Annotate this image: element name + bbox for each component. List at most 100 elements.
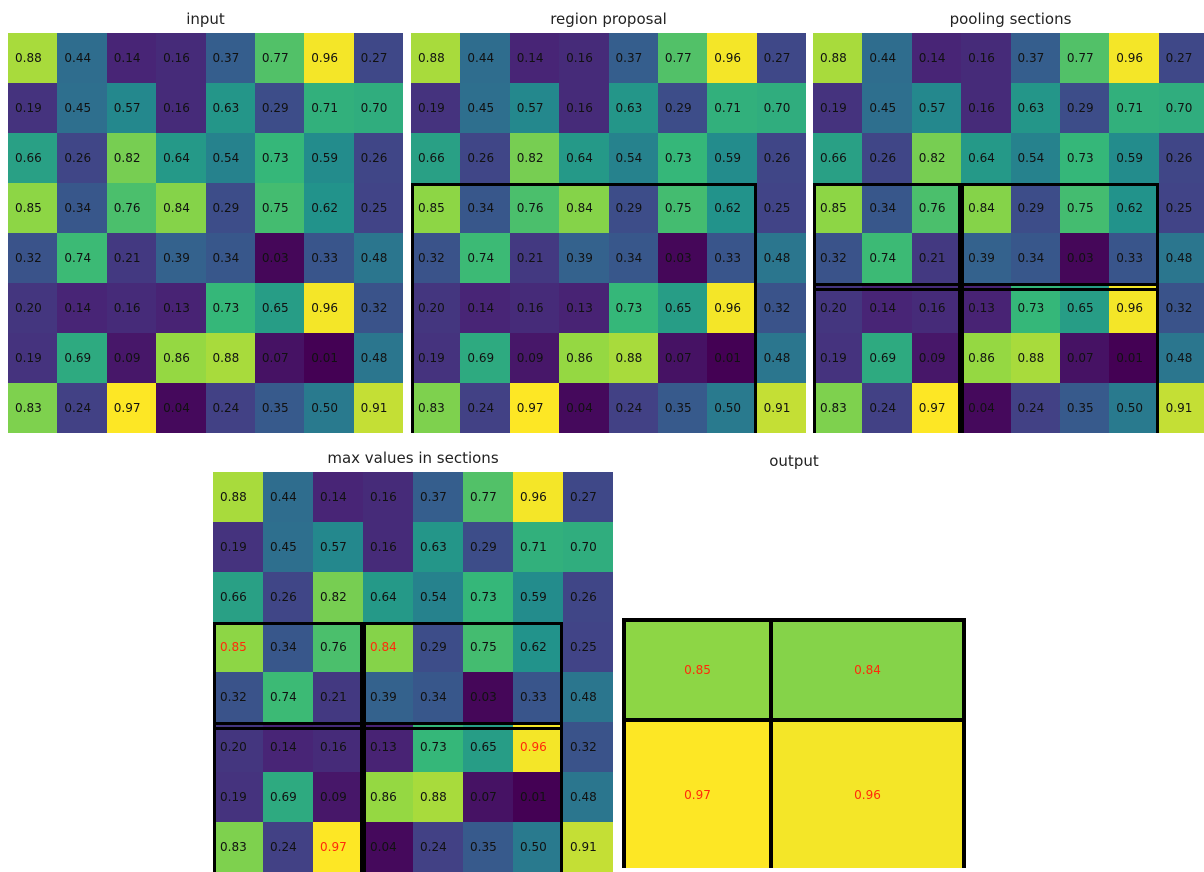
matrix-cell: 0.19 — [411, 333, 461, 383]
matrix-cell: 0.32 — [353, 283, 403, 333]
matrix-cell: 0.14 — [313, 472, 363, 522]
matrix-cell: 0.86 — [559, 333, 610, 383]
matrix-cell: 0.45 — [460, 83, 511, 133]
matrix-cell: 0.16 — [363, 522, 413, 572]
matrix-cell: 0.63 — [1010, 83, 1061, 133]
output-cell: 0.96 — [773, 722, 962, 868]
matrix-cell: 0.50 — [707, 383, 758, 433]
matrix-cell: 0.04 — [363, 822, 413, 872]
matrix-cell: 0.01 — [304, 333, 355, 383]
matrix-cell: 0.29 — [1010, 183, 1061, 233]
matrix-cell: 0.19 — [411, 83, 461, 133]
matrix-cell: 0.86 — [961, 333, 1012, 383]
matrix-cell: 0.26 — [263, 572, 313, 622]
matrix-cell: 0.07 — [657, 333, 708, 383]
matrix-cell: 0.24 — [57, 383, 108, 433]
matrix-cell: 0.97 — [106, 383, 157, 433]
matrix-cell: 0.26 — [57, 133, 108, 183]
matrix-cell: 0.77 — [254, 33, 305, 83]
matrix-cell: 0.62 — [513, 622, 563, 672]
matrix-cell: 0.19 — [8, 333, 58, 383]
matrix-cell: 0.73 — [1010, 283, 1061, 333]
matrix-cell: 0.39 — [961, 233, 1012, 283]
matrix-cell: 0.85 — [213, 622, 263, 672]
matrix-cell: 0.76 — [509, 183, 560, 233]
matrix-cell: 0.21 — [911, 233, 962, 283]
matrix-cell: 0.57 — [106, 83, 157, 133]
matrix-cell: 0.54 — [413, 572, 463, 622]
matrix-cell: 0.48 — [756, 333, 806, 383]
matrix-cell: 0.74 — [57, 233, 108, 283]
matrix-cell: 0.16 — [559, 83, 610, 133]
matrix-cell: 0.84 — [559, 183, 610, 233]
matrix-cell: 0.29 — [205, 183, 256, 233]
matrix-cell: 0.73 — [657, 133, 708, 183]
matrix-cell: 0.34 — [1010, 233, 1061, 283]
matrix-cell: 0.24 — [1010, 383, 1061, 433]
matrix-cell: 0.27 — [1158, 33, 1204, 83]
matrix-cell: 0.14 — [263, 722, 313, 772]
matrix-cell: 0.09 — [911, 333, 962, 383]
matrix-cell: 0.75 — [254, 183, 305, 233]
matrix-cell: 0.96 — [304, 33, 355, 83]
matrix-cell: 0.33 — [304, 233, 355, 283]
matrix-cell: 0.96 — [513, 472, 563, 522]
matrix-cell: 0.88 — [1010, 333, 1061, 383]
matrix-cell: 0.39 — [156, 233, 207, 283]
matrix-cell: 0.62 — [304, 183, 355, 233]
matrix-cell: 0.69 — [862, 333, 913, 383]
matrix-cell: 0.48 — [1158, 333, 1204, 383]
output-cell: 0.85 — [626, 622, 769, 718]
matrix-cell: 0.44 — [263, 472, 313, 522]
matrix-cell: 0.91 — [353, 383, 403, 433]
matrix-cell: 0.69 — [263, 772, 313, 822]
matrix-cell: 0.04 — [156, 383, 207, 433]
matrix-cell: 0.45 — [57, 83, 108, 133]
matrix-cell: 0.88 — [413, 772, 463, 822]
matrix-cell: 0.85 — [813, 183, 863, 233]
matrix-cell: 0.25 — [1158, 183, 1204, 233]
matrix-cell: 0.27 — [756, 33, 806, 83]
matrix-cell: 0.16 — [313, 722, 363, 772]
matrix-cell: 0.29 — [463, 522, 513, 572]
output-divider-vertical — [769, 622, 773, 864]
matrix-cell: 0.13 — [559, 283, 610, 333]
matrix-cell: 0.64 — [156, 133, 207, 183]
matrix-cell: 0.84 — [156, 183, 207, 233]
matrix-cell: 0.03 — [463, 672, 513, 722]
matrix-cell: 0.26 — [756, 133, 806, 183]
output-cell: 0.97 — [626, 722, 769, 868]
matrix-cell: 0.97 — [911, 383, 962, 433]
max-values-matrix: 0.88 0.44 0.14 0.16 0.37 0.77 0.96 0.27 0.19 0.45… — [213, 472, 613, 872]
matrix-cell: 0.14 — [509, 33, 560, 83]
matrix-cell: 0.64 — [559, 133, 610, 183]
matrix-cell: 0.04 — [961, 383, 1012, 433]
matrix-cell: 0.97 — [313, 822, 363, 872]
matrix-cell: 0.71 — [304, 83, 355, 133]
matrix-cell: 0.07 — [463, 772, 513, 822]
matrix-cell: 0.32 — [1158, 283, 1204, 333]
matrix-cell: 0.64 — [363, 572, 413, 622]
matrix-cell: 0.59 — [1109, 133, 1160, 183]
matrix-cell: 0.26 — [862, 133, 913, 183]
matrix-cell: 0.62 — [707, 183, 758, 233]
panel-title-input: input — [186, 10, 225, 28]
matrix-cell: 0.29 — [1059, 83, 1110, 133]
matrix-cell: 0.75 — [1059, 183, 1110, 233]
matrix-cell: 0.34 — [608, 233, 659, 283]
matrix-cell: 0.96 — [707, 33, 758, 83]
matrix-cell: 0.71 — [513, 522, 563, 572]
matrix-cell: 0.91 — [1158, 383, 1204, 433]
matrix-cell: 0.16 — [911, 283, 962, 333]
matrix-cell: 0.96 — [1109, 33, 1160, 83]
matrix-cell: 0.73 — [1059, 133, 1110, 183]
matrix-cell: 0.82 — [509, 133, 560, 183]
matrix-cell: 0.96 — [707, 283, 758, 333]
matrix-cell: 0.35 — [463, 822, 513, 872]
matrix-cell: 0.64 — [961, 133, 1012, 183]
matrix-cell: 0.48 — [756, 233, 806, 283]
matrix-cell: 0.50 — [1109, 383, 1160, 433]
matrix-cell: 0.32 — [8, 233, 58, 283]
matrix-cell: 0.75 — [657, 183, 708, 233]
matrix-cell: 0.16 — [961, 83, 1012, 133]
